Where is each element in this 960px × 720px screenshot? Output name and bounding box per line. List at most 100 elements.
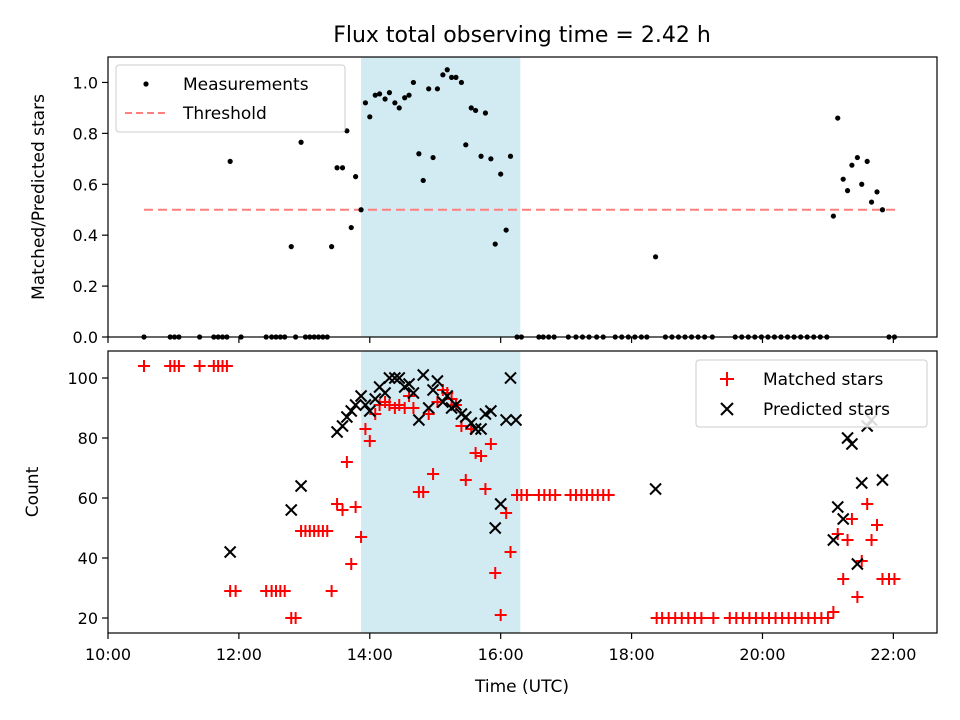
x-tick-label: 12:00 — [216, 645, 262, 664]
predicted-star-point — [836, 512, 850, 526]
measurement-point — [444, 67, 450, 73]
measurement-point — [372, 92, 378, 98]
bottom-y-tick-label: 60 — [78, 489, 98, 508]
legend-matched-marker — [720, 372, 734, 386]
measurement-point — [416, 151, 422, 157]
matched-star-point — [278, 585, 291, 597]
predicted-star-point — [436, 395, 450, 409]
legend-matched-label: Matched stars — [763, 370, 883, 390]
bottom-y-tick-label: 20 — [78, 609, 98, 628]
top-observing-window — [361, 57, 521, 337]
matched-star-point — [427, 468, 440, 480]
predicted-star-point — [417, 368, 430, 382]
top-y-tick-label: 0.4 — [73, 226, 98, 245]
matched-star-point — [229, 585, 242, 597]
bottom-legend: Matched stars Predicted stars — [695, 359, 928, 428]
predicted-star-point — [285, 503, 298, 517]
matched-star-point — [417, 486, 430, 498]
matched-star-point — [845, 513, 858, 525]
matched-star-point — [851, 591, 864, 603]
measurement-point — [874, 189, 880, 195]
matched-star-point — [479, 483, 492, 495]
top-panel: 0.0 0.2 0.4 0.6 0.8 1.0 Matched/Predicted sta… — [29, 56, 938, 347]
measurement-point — [420, 177, 426, 184]
predicted-star-point — [393, 371, 406, 385]
predicted-star-point — [484, 404, 498, 418]
predicted-star-point — [494, 497, 507, 511]
measurement-point — [288, 244, 294, 250]
top-y-tick-label: 0.8 — [73, 124, 98, 143]
measurement-point — [353, 174, 359, 180]
matched-star-point — [325, 585, 338, 597]
measurement-point — [468, 105, 474, 111]
predicted-star-point — [876, 473, 889, 487]
predicted-star-point — [378, 386, 392, 400]
matched-star-point — [841, 534, 854, 546]
predicted-star-point — [509, 413, 523, 427]
predicted-star-point — [831, 500, 844, 514]
matched-star-point — [861, 498, 874, 510]
matched-star-point — [865, 534, 878, 546]
measurement-point — [348, 224, 354, 231]
bottom-panel: 20 40 60 80 100 10:00 12:00 14:00 16:00 18:00 20:… — [23, 350, 938, 697]
matched-star-point — [484, 438, 497, 450]
measurement-point — [298, 139, 304, 145]
measurement-point — [840, 176, 846, 182]
measurement-point — [472, 107, 479, 114]
predicted-star-point — [431, 374, 444, 388]
matched-star-point — [137, 360, 150, 372]
measurement-point — [478, 153, 484, 159]
matched-star-point — [407, 402, 420, 414]
matched-star-point — [336, 504, 349, 516]
matched-star-point — [549, 489, 562, 501]
predicted-star-point — [294, 479, 308, 493]
predicted-star-point — [504, 371, 517, 385]
bottom-observing-window — [361, 351, 521, 633]
bottom-x-axis-label: Time (UTC) — [474, 677, 569, 697]
matched-star-point — [871, 519, 884, 531]
matched-star-point — [321, 525, 334, 537]
bottom-axes-frame — [107, 350, 938, 634]
measurement-point — [344, 128, 350, 134]
predicted-star-point — [649, 482, 662, 496]
measurement-point — [426, 86, 432, 92]
top-y-tick-label: 1.0 — [73, 73, 98, 92]
predicted-star-point — [449, 398, 463, 412]
measurement-point — [362, 100, 369, 106]
predicted-star-point — [851, 557, 864, 571]
figure-title: Flux total observing time = 2.42 h — [333, 23, 711, 48]
predicted-star-point — [827, 533, 840, 547]
matched-star-point — [289, 612, 302, 624]
predicted-star-point — [422, 401, 435, 415]
matched-star-point — [359, 423, 372, 435]
measurement-point — [482, 110, 489, 116]
measurement-point — [507, 153, 514, 159]
matched-star-point — [489, 567, 502, 579]
measurement-point — [854, 154, 860, 161]
matched-star-point — [331, 498, 344, 510]
legend-predicted-label: Predicted stars — [763, 400, 890, 420]
matched-star-point — [494, 609, 507, 621]
measurement-point — [377, 91, 383, 97]
predicted-star-point — [855, 476, 868, 490]
predicted-star-point — [345, 404, 358, 418]
matched-star-point — [349, 501, 362, 513]
matched-star-point — [837, 573, 850, 585]
matched-star-point — [602, 489, 615, 501]
measurement-point — [334, 165, 340, 171]
measurement-point — [458, 79, 465, 86]
matched-star-point — [355, 531, 368, 543]
measurement-point — [864, 158, 870, 164]
measurement-point — [879, 207, 886, 213]
bottom-y-tick-label: 100 — [67, 369, 98, 388]
measurement-point — [410, 79, 417, 86]
top-y-axis-label: Matched/Predicted stars — [29, 94, 49, 300]
top-legend: Measurements Threshold — [115, 64, 346, 133]
measurement-point — [440, 72, 446, 78]
measurement-point — [367, 114, 373, 120]
predicted-star-point — [369, 392, 382, 406]
legend-threshold-label: Threshold — [182, 104, 267, 124]
predicted-star-point — [474, 422, 488, 436]
measurement-point — [849, 162, 855, 168]
matched-star-point — [193, 360, 206, 372]
